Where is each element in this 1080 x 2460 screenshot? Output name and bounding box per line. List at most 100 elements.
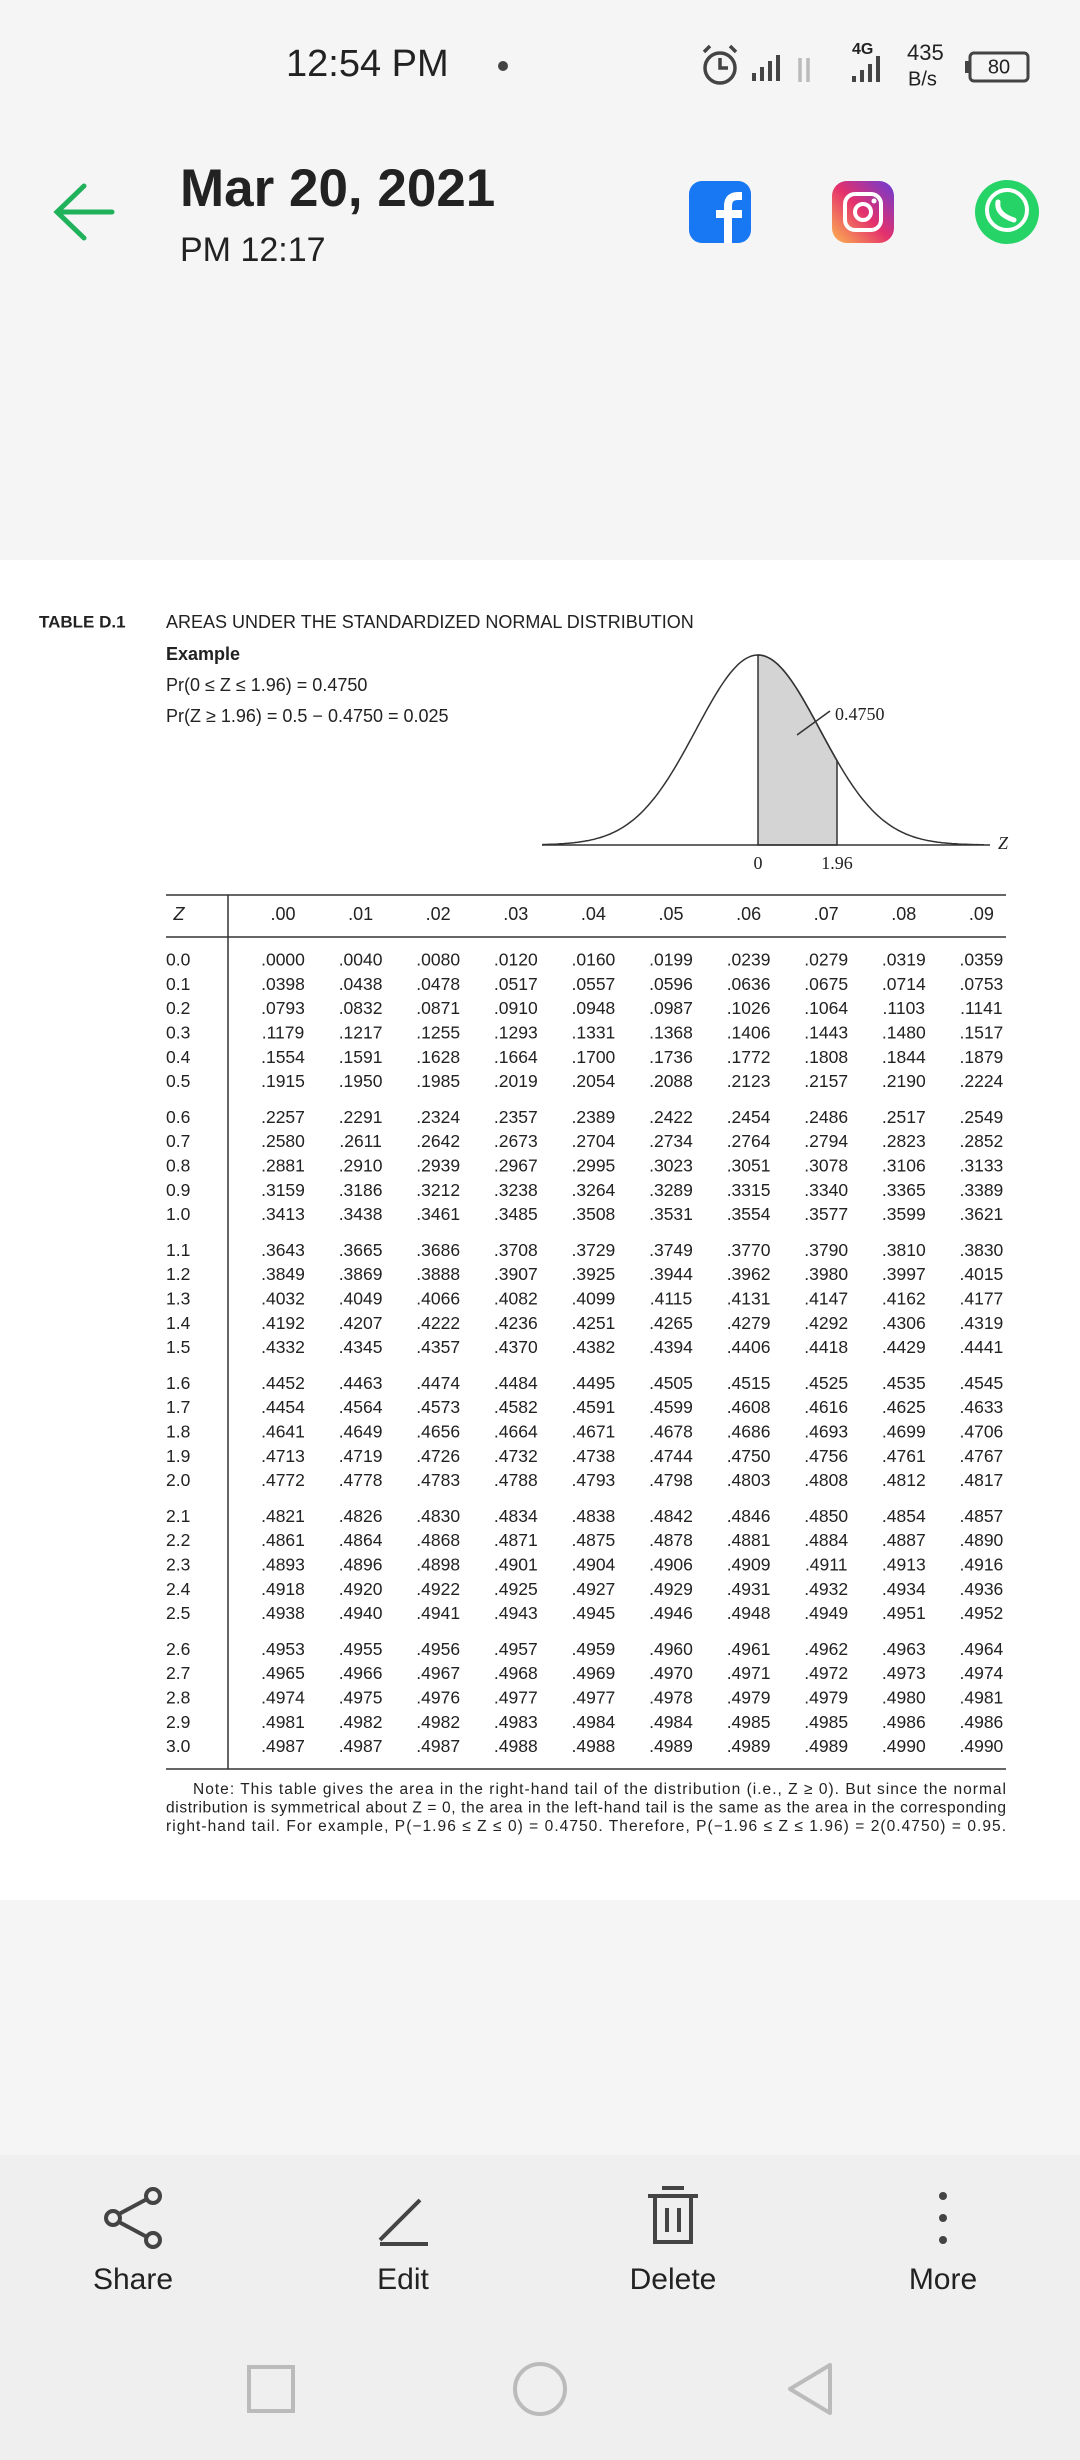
table-cell: .4909: [727, 1555, 771, 1575]
table-cell: .4970: [649, 1663, 693, 1683]
table-cell: .0793: [261, 998, 305, 1018]
table-cell: .2123: [727, 1071, 771, 1091]
row-label: 0.5: [166, 1071, 190, 1091]
table-cell: .4767: [960, 1446, 1004, 1466]
table-cell: .1064: [804, 998, 848, 1018]
row-label: 0.3: [166, 1023, 190, 1043]
nav-home[interactable]: [513, 2362, 567, 2416]
table-cell: .0517: [494, 974, 538, 994]
row-label: 2.4: [166, 1579, 191, 1599]
table-cell: .4967: [416, 1663, 460, 1683]
table-cell: .3238: [494, 1180, 538, 1200]
row-label: 0.6: [166, 1107, 190, 1127]
table-cell: .3413: [261, 1204, 305, 1224]
table-cell: .4564: [339, 1397, 383, 1417]
table-cell: .0478: [416, 974, 460, 994]
table-cell: .4974: [261, 1688, 305, 1708]
table-cell: .3997: [882, 1264, 926, 1284]
table-cell: .3577: [804, 1204, 848, 1224]
nav-back[interactable]: [788, 2363, 832, 2415]
row-label: 2.2: [166, 1530, 190, 1550]
table-cell: .4972: [804, 1663, 848, 1683]
table-cell: .2389: [572, 1107, 616, 1127]
column-header: .03: [503, 904, 528, 924]
table-cell: .4906: [649, 1555, 693, 1575]
table-cell: .4817: [960, 1470, 1004, 1490]
table-cell: .1985: [416, 1071, 460, 1091]
table-cell: .4793: [572, 1470, 616, 1490]
note-line: Note: This table gives the area in the r…: [193, 1781, 1006, 1798]
table-cell: .4898: [416, 1555, 460, 1575]
table-cell: .3729: [572, 1240, 616, 1260]
table-cell: .1368: [649, 1023, 693, 1043]
table-cell: .3106: [882, 1156, 926, 1176]
table-cell: .4968: [494, 1663, 538, 1683]
table-cell: .4854: [882, 1506, 926, 1526]
table-cell: .4693: [804, 1422, 848, 1442]
table-cell: .4916: [960, 1555, 1004, 1575]
table-cell: .2794: [804, 1131, 848, 1151]
table-cell: .0987: [649, 998, 693, 1018]
table-cell: .4864: [339, 1530, 383, 1550]
table-cell: .4951: [882, 1603, 926, 1623]
row-label: 3.0: [166, 1736, 191, 1756]
table-cell: .4207: [339, 1313, 383, 1333]
example-line: Pr(0 ≤ Z ≤ 1.96) = 0.4750: [166, 675, 367, 695]
table-cell: .1255: [416, 1023, 460, 1043]
axis-label: Z: [998, 833, 1009, 853]
table-cell: .4826: [339, 1506, 383, 1526]
table-cell: .4131: [727, 1289, 771, 1309]
row-label: 2.6: [166, 1639, 190, 1659]
table-cell: .4952: [960, 1603, 1004, 1623]
alarm-icon: [703, 51, 737, 85]
table-cell: .0753: [960, 974, 1004, 994]
table-cell: .3888: [416, 1264, 460, 1284]
table-cell: .4394: [649, 1337, 693, 1357]
table-cell: .2549: [960, 1107, 1004, 1127]
table-cell: .4678: [649, 1422, 693, 1442]
table-cell: .4925: [494, 1579, 538, 1599]
whatsapp-phone: [995, 199, 1017, 223]
signal-bar: [876, 56, 880, 82]
table-cell: .4525: [804, 1373, 848, 1393]
back-button[interactable]: [53, 183, 115, 241]
table-cell: .4878: [649, 1530, 693, 1550]
table-cell: .4357: [416, 1337, 460, 1357]
table-cell: .4788: [494, 1470, 538, 1490]
instagram-icon[interactable]: [832, 181, 894, 243]
table-cell: .4988: [494, 1736, 538, 1756]
table-cell: .4971: [727, 1663, 771, 1683]
column-header: .05: [658, 904, 683, 924]
table-cell: .4975: [339, 1688, 383, 1708]
table-cell: .4345: [339, 1337, 383, 1357]
row-label: 2.9: [166, 1712, 190, 1732]
table-cell: .2088: [649, 1071, 693, 1091]
table-cell: .4985: [727, 1712, 771, 1732]
table-cell: .4625: [882, 1397, 926, 1417]
table-cell: .4857: [960, 1506, 1004, 1526]
signal-bar: [768, 61, 772, 81]
table-cell: .4726: [416, 1446, 460, 1466]
table-cell: .4306: [882, 1313, 926, 1333]
table-cell: .1480: [882, 1023, 926, 1043]
table-cell: .2611: [339, 1131, 382, 1151]
table-cell: .4984: [649, 1712, 693, 1732]
table-cell: .4884: [804, 1530, 848, 1550]
table-cell: .2422: [649, 1107, 693, 1127]
table-cell: .3485: [494, 1204, 538, 1224]
table-cell: .3665: [339, 1240, 383, 1260]
table-cell: .3133: [960, 1156, 1004, 1176]
table-cell: .4066: [416, 1289, 460, 1309]
table-cell: .3340: [804, 1180, 848, 1200]
battery-level: 80: [988, 56, 1010, 78]
more-icon-dot: [939, 2214, 947, 2222]
row-label: 1.8: [166, 1422, 190, 1442]
action-label: Share: [93, 2263, 173, 2296]
table-cell: .4989: [804, 1736, 848, 1756]
table-cell: .0398: [261, 974, 305, 994]
nav-recents[interactable]: [247, 2365, 295, 2413]
table-cell: .2881: [261, 1156, 305, 1176]
table-cell: .2486: [804, 1107, 848, 1127]
